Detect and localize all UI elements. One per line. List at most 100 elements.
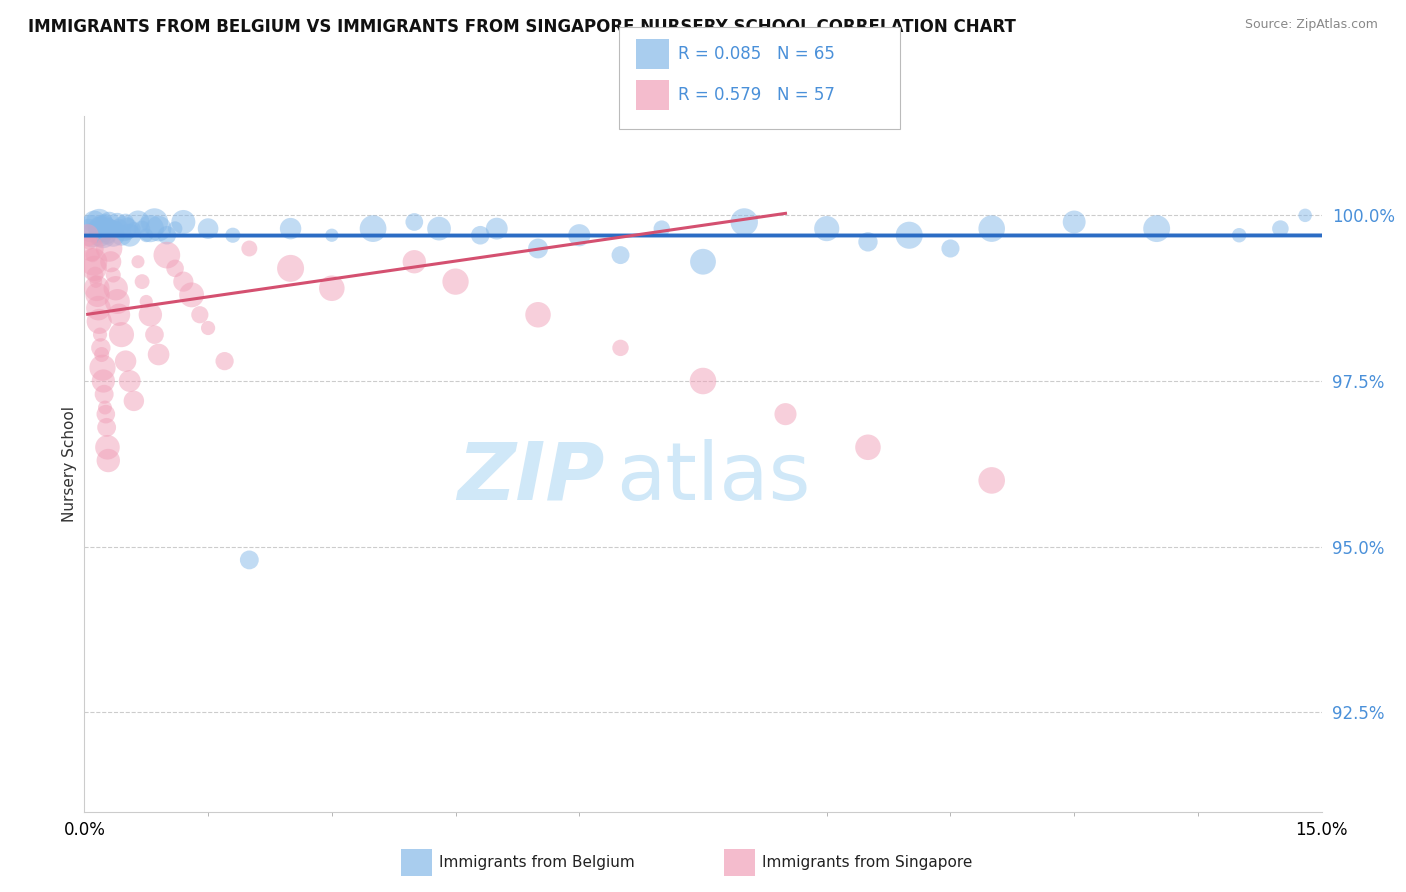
Point: [118, 374, 141, 388]
Point: [485, 221, 508, 235]
Point: [427, 221, 450, 235]
Point: [180, 288, 202, 302]
Point: [188, 308, 211, 322]
Point: [77, 221, 100, 235]
Point: [197, 321, 219, 335]
Point: [80, 242, 103, 256]
Point: [100, 254, 122, 268]
Text: R = 0.085   N = 65: R = 0.085 N = 65: [678, 45, 835, 63]
Point: [143, 327, 166, 342]
Text: Source: ZipAtlas.com: Source: ZipAtlas.com: [1244, 18, 1378, 31]
Point: [117, 221, 139, 235]
Point: [280, 221, 302, 235]
Point: [143, 215, 166, 229]
Point: [91, 374, 114, 388]
Point: [165, 221, 187, 235]
Text: ZIP: ZIP: [457, 439, 605, 516]
Point: [165, 261, 187, 276]
Point: [110, 228, 132, 243]
Point: [86, 288, 108, 302]
Point: [96, 221, 118, 235]
Point: [94, 215, 117, 229]
Point: [1294, 208, 1316, 222]
Point: [94, 221, 117, 235]
Point: [939, 242, 962, 256]
Point: [238, 242, 260, 256]
Point: [100, 221, 122, 235]
Point: [98, 215, 121, 229]
Point: [91, 360, 114, 375]
Point: [527, 242, 550, 256]
Point: [131, 221, 153, 235]
Point: [86, 228, 108, 243]
Point: [91, 221, 114, 235]
Point: [82, 254, 104, 268]
Point: [89, 215, 111, 229]
Text: Immigrants from Belgium: Immigrants from Belgium: [439, 855, 634, 870]
Point: [733, 215, 755, 229]
Point: [105, 215, 128, 229]
Point: [93, 221, 115, 235]
Point: [98, 242, 121, 256]
Point: [84, 268, 107, 282]
Point: [87, 221, 110, 235]
Point: [238, 553, 260, 567]
Point: [172, 275, 194, 289]
Text: IMMIGRANTS FROM BELGIUM VS IMMIGRANTS FROM SINGAPORE NURSERY SCHOOL CORRELATION : IMMIGRANTS FROM BELGIUM VS IMMIGRANTS FR…: [28, 18, 1017, 36]
Point: [122, 393, 145, 408]
Point: [568, 228, 591, 243]
Point: [108, 221, 131, 235]
Point: [148, 347, 170, 361]
Point: [156, 228, 179, 243]
Point: [148, 221, 170, 235]
Point: [172, 215, 194, 229]
Point: [94, 401, 117, 415]
Point: [82, 248, 104, 262]
Point: [97, 453, 120, 467]
Point: [80, 221, 103, 235]
Point: [692, 254, 714, 268]
Point: [84, 275, 107, 289]
Point: [76, 228, 98, 243]
Point: [82, 228, 104, 243]
Point: [609, 248, 631, 262]
Point: [89, 228, 111, 243]
Point: [404, 254, 426, 268]
Point: [856, 235, 879, 249]
Point: [122, 221, 145, 235]
Point: [135, 294, 157, 309]
Text: Immigrants from Singapore: Immigrants from Singapore: [762, 855, 973, 870]
Text: R = 0.579   N = 57: R = 0.579 N = 57: [678, 87, 835, 104]
Point: [83, 215, 105, 229]
Point: [90, 347, 112, 361]
Point: [83, 261, 105, 276]
Point: [91, 228, 114, 243]
Point: [139, 221, 162, 235]
Point: [90, 341, 112, 355]
Point: [222, 228, 245, 243]
Point: [103, 228, 125, 243]
Y-axis label: Nursery School: Nursery School: [62, 406, 77, 522]
Point: [692, 374, 714, 388]
Point: [1227, 228, 1250, 243]
Point: [118, 228, 141, 243]
Point: [89, 327, 111, 342]
Point: [1270, 221, 1292, 235]
Point: [86, 281, 108, 295]
Point: [104, 221, 127, 235]
Point: [114, 354, 136, 368]
Point: [84, 221, 107, 235]
Point: [361, 221, 384, 235]
Point: [112, 221, 135, 235]
Point: [89, 314, 111, 328]
Point: [156, 248, 179, 262]
Point: [775, 407, 797, 421]
Point: [135, 228, 157, 243]
Point: [90, 221, 112, 235]
Point: [96, 228, 118, 243]
Point: [214, 354, 236, 368]
Point: [651, 221, 673, 235]
Point: [321, 228, 343, 243]
Point: [96, 420, 118, 434]
Point: [898, 228, 921, 243]
